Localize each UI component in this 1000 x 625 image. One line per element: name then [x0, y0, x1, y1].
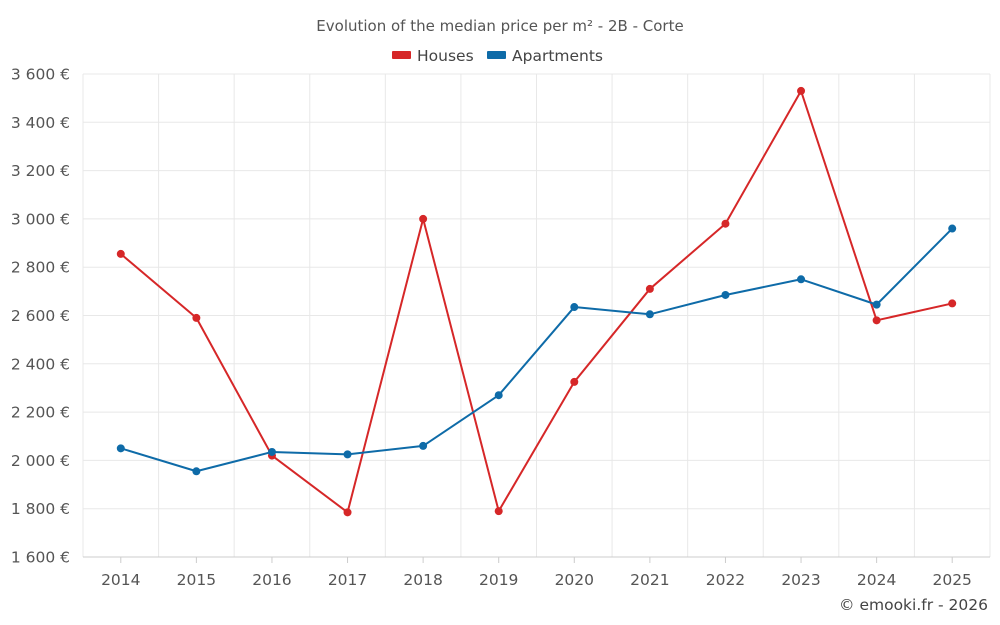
y-tick-label: 1 800 € [11, 500, 70, 518]
data-point-apartments[interactable] [419, 441, 428, 450]
data-point-apartments[interactable] [192, 467, 201, 476]
plot-area [116, 86, 957, 517]
data-point-houses[interactable] [570, 377, 579, 386]
y-tick-label: 2 600 € [11, 307, 70, 325]
x-tick-label: 2020 [555, 571, 594, 589]
x-tick-label: 2017 [328, 571, 367, 589]
data-point-houses[interactable] [494, 507, 503, 516]
legend-label-houses: Houses [417, 47, 474, 65]
x-tick-label: 2015 [177, 571, 216, 589]
legend-item-houses[interactable]: Houses [392, 47, 474, 65]
x-tick-label: 2016 [252, 571, 291, 589]
legend-item-apartments[interactable]: Apartments [487, 47, 603, 65]
y-tick-label: 2 200 € [11, 404, 70, 422]
series-line-houses [120, 89, 953, 514]
axes: 1 600 € 1 800 € 2 000 € 2 200 € 2 400 € 2 600… [11, 66, 990, 589]
x-tick-label: 2022 [706, 571, 745, 589]
y-tick-label: 3 600 € [11, 66, 70, 84]
x-tick-label: 2024 [857, 571, 896, 589]
x-tick-label: 2021 [630, 571, 669, 589]
data-point-apartments[interactable] [645, 310, 654, 319]
legend-swatch-apartments [487, 51, 506, 59]
grid [82, 73, 991, 557]
x-tick-label: 2014 [101, 571, 140, 589]
data-point-apartments[interactable] [343, 450, 352, 459]
data-point-houses[interactable] [419, 214, 428, 223]
data-point-houses[interactable] [343, 508, 352, 517]
data-point-apartments[interactable] [948, 224, 957, 233]
data-point-houses[interactable] [872, 316, 881, 325]
data-point-houses[interactable] [948, 299, 957, 308]
data-point-apartments[interactable] [494, 391, 503, 400]
data-point-apartments[interactable] [872, 300, 881, 309]
data-point-houses[interactable] [192, 313, 201, 322]
legend: Houses Apartments [392, 47, 603, 65]
data-point-houses[interactable] [116, 249, 125, 258]
y-tick-label: 3 400 € [11, 114, 70, 132]
y-tick-label: 3 000 € [11, 210, 70, 228]
data-point-houses[interactable] [797, 86, 806, 95]
legend-label-apartments: Apartments [512, 47, 603, 65]
chart-title: Evolution of the median price per m² - 2… [316, 17, 683, 35]
y-tick-label: 2 400 € [11, 355, 70, 373]
series-line-apartments [120, 227, 953, 473]
data-point-apartments[interactable] [116, 444, 125, 453]
data-point-houses[interactable] [645, 284, 654, 293]
y-tick-label: 2 000 € [11, 452, 70, 470]
y-tick-label: 3 200 € [11, 162, 70, 180]
x-tick-label: 2025 [932, 571, 971, 589]
data-point-apartments[interactable] [797, 275, 806, 284]
series-houses [116, 86, 957, 517]
y-tick-label: 1 600 € [11, 549, 70, 567]
data-point-apartments[interactable] [721, 290, 730, 299]
x-tick-label: 2019 [479, 571, 518, 589]
x-tick-label: 2023 [781, 571, 820, 589]
legend-swatch-houses [392, 51, 411, 59]
data-point-houses[interactable] [721, 219, 730, 228]
series-apartments [116, 224, 957, 476]
data-point-apartments[interactable] [267, 447, 276, 456]
x-tick-label: 2018 [403, 571, 442, 589]
credit-text: © emooki.fr - 2026 [839, 596, 988, 614]
y-tick-label: 2 800 € [11, 259, 70, 277]
data-point-apartments[interactable] [570, 303, 579, 312]
